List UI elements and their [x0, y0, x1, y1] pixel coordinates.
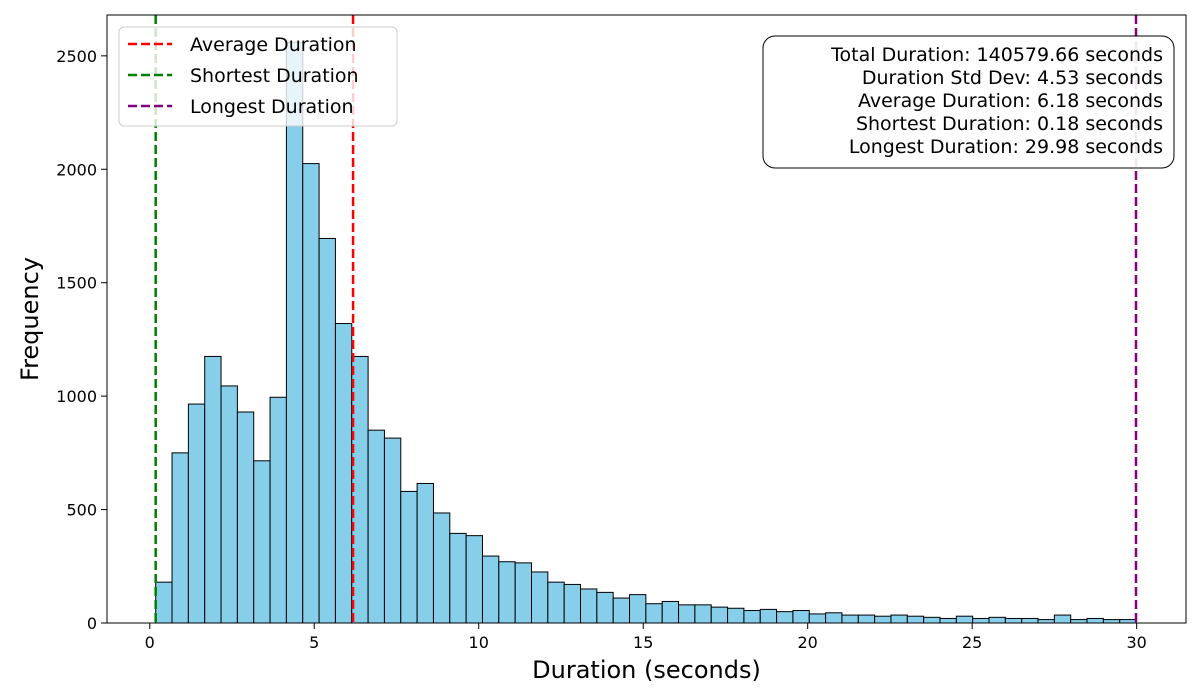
histogram-bar	[678, 604, 696, 624]
histogram-bar	[808, 613, 827, 624]
x-tick-label: 20	[798, 633, 818, 652]
histogram-bar	[972, 617, 990, 624]
histogram-bar	[939, 617, 957, 624]
histogram-bar	[792, 610, 810, 624]
histogram-bar	[955, 615, 974, 624]
y-tick-label: 2500	[56, 47, 97, 66]
x-axis-label: Duration (seconds)	[532, 656, 761, 684]
histogram-bar	[171, 452, 189, 624]
histogram-bar	[923, 616, 941, 624]
histogram-bar	[1004, 617, 1023, 624]
x-tick-label: 25	[962, 633, 982, 652]
y-axis-label: Frequency	[16, 257, 44, 381]
histogram-bar	[498, 561, 516, 624]
histogram-bar	[383, 437, 402, 624]
histogram-bar	[661, 600, 680, 624]
legend-label: Average Duration	[190, 34, 357, 56]
histogram-bar	[155, 581, 173, 624]
histogram-bar	[1102, 619, 1121, 624]
histogram-bar	[825, 612, 843, 624]
stats-line: Longest Duration: 29.98 seconds	[849, 136, 1163, 158]
y-tick-label: 1000	[56, 387, 97, 406]
histogram-bar	[285, 41, 304, 624]
histogram-bar	[514, 562, 532, 624]
legend-label: Shortest Duration	[190, 65, 359, 87]
histogram-bar	[416, 482, 434, 624]
stats-box-frame	[762, 35, 1175, 169]
histogram-bar	[187, 403, 206, 624]
histogram-bar	[269, 396, 287, 624]
reference-lines	[154, 15, 1138, 623]
histogram-bar	[465, 535, 483, 624]
histogram-bar	[776, 611, 794, 624]
x-tick-label: 0	[145, 633, 155, 652]
x-tick-label: 30	[1126, 633, 1146, 652]
histogram-bar	[694, 604, 712, 624]
x-tick-label: 15	[633, 633, 653, 652]
histogram-bar	[449, 532, 467, 624]
histogram-bar	[874, 615, 892, 624]
y-tick-label: 0	[87, 614, 97, 633]
histogram-bar	[367, 429, 385, 624]
histogram-bar	[1119, 619, 1137, 624]
histogram-bar	[906, 615, 925, 624]
histogram-bar	[253, 460, 271, 624]
histogram-bar	[988, 616, 1006, 624]
histogram-bar	[1021, 617, 1039, 624]
histogram-bar	[302, 163, 320, 624]
histogram-bar	[432, 512, 451, 624]
histogram-bar	[759, 608, 778, 624]
x-tick-label: 5	[309, 633, 319, 652]
histogram-bar	[236, 411, 255, 624]
stats-line: Shortest Duration: 0.18 seconds	[856, 113, 1163, 135]
histogram-bar	[204, 355, 222, 624]
y-tick-label: 1500	[56, 274, 97, 293]
x-tick-label: 10	[469, 633, 489, 652]
y-axis-ticks: 0 500 1000 1500 2000 2500	[56, 47, 107, 633]
histogram-bar	[1086, 617, 1104, 624]
x-axis-ticks: 0 5 10 15 20 25 30	[145, 623, 1147, 652]
stats-box: Total Duration: 140579.66 secondsDuratio…	[762, 35, 1175, 169]
histogram-bar	[481, 555, 500, 624]
histogram-bar	[530, 571, 549, 624]
stats-line: Average Duration: 6.18 seconds	[858, 90, 1163, 112]
histogram-bar	[743, 610, 761, 624]
histogram-bar	[400, 490, 418, 624]
histogram-bars	[155, 41, 1137, 624]
histogram-bar	[612, 597, 631, 624]
legend-frame	[118, 26, 398, 127]
histogram-bar	[841, 614, 859, 624]
histogram-bar	[857, 614, 876, 624]
histogram-bar	[1037, 619, 1055, 624]
legend-label: Longest Duration	[190, 96, 354, 118]
histogram-bar	[596, 591, 614, 624]
y-tick-label: 2000	[56, 160, 97, 179]
histogram-bar	[629, 594, 647, 624]
histogram-bar	[1070, 619, 1088, 624]
histogram-bar	[220, 385, 238, 624]
histogram-bar	[710, 606, 729, 624]
stats-line: Duration Std Dev: 4.53 seconds	[862, 67, 1163, 89]
histogram-bar	[727, 607, 745, 624]
histogram-bar	[563, 583, 582, 624]
histogram-bar	[645, 603, 663, 624]
histogram-bar	[318, 237, 336, 624]
histogram-bar	[580, 588, 598, 624]
legend: Average Duration Shortest Duration Longest…	[118, 26, 398, 127]
histogram-bar	[334, 323, 353, 624]
histogram-bar	[1053, 614, 1072, 624]
histogram-bar	[547, 581, 565, 624]
plot-frame	[106, 14, 1187, 624]
histogram-bar	[890, 614, 908, 624]
stats-line: Total Duration: 140579.66 seconds	[830, 44, 1163, 66]
y-tick-label: 500	[66, 501, 97, 520]
